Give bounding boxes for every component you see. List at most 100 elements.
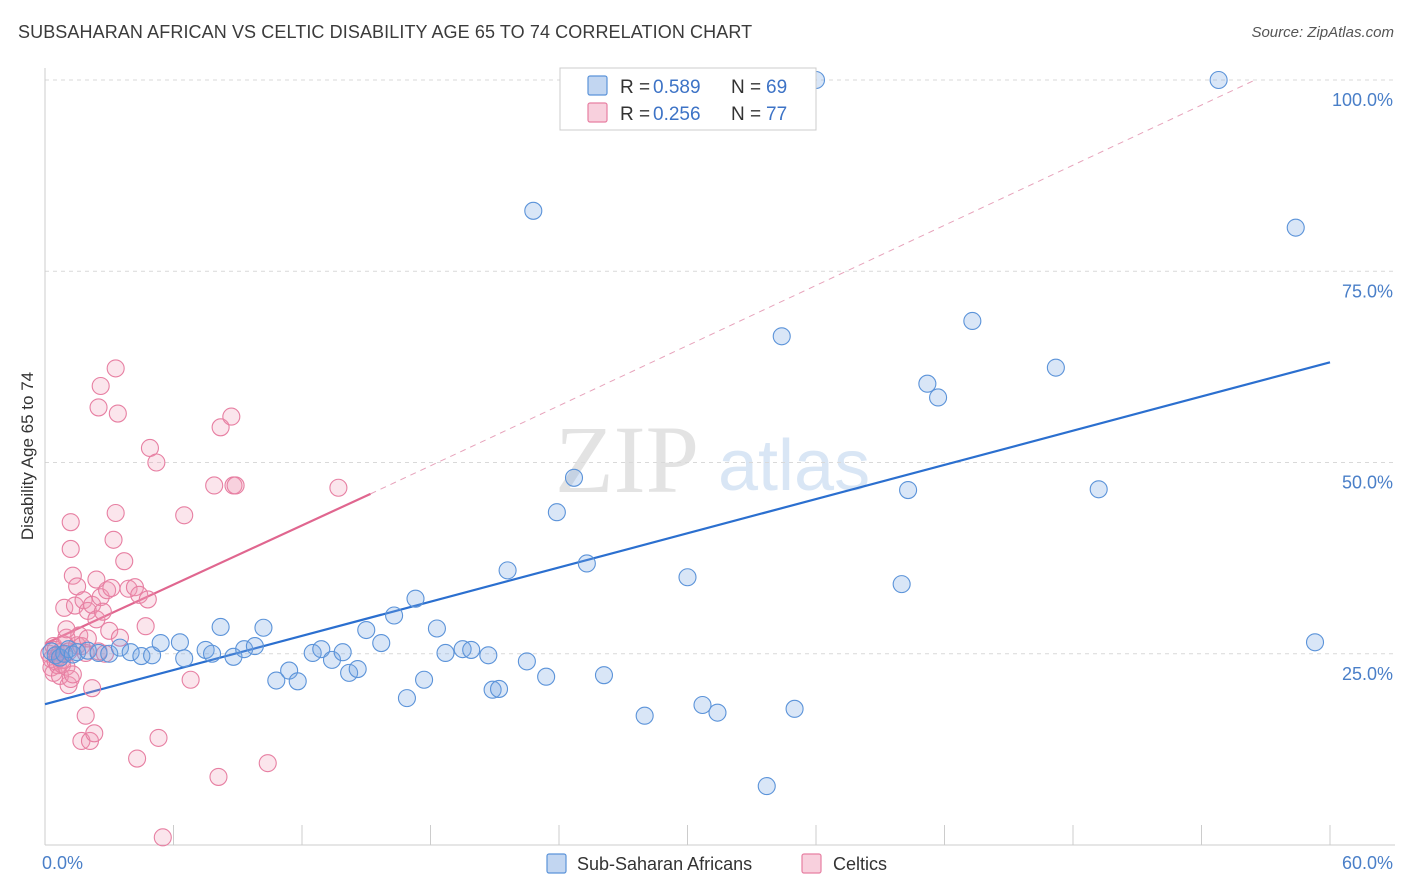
celtics-point	[76, 706, 95, 725]
x-tick-label-max: 60.0%	[1342, 853, 1393, 873]
series-legend-label-blue[interactable]: Sub-Saharan Africans	[577, 854, 752, 874]
stats-legend: R = 0.589 N = 69 R = 0.256 N = 77	[559, 67, 817, 131]
chart-source: Source: ZipAtlas.com	[1251, 24, 1394, 41]
subsaharan-point	[372, 633, 391, 653]
celtics-point	[61, 513, 80, 532]
celtics-point	[93, 602, 112, 621]
subsaharan-point	[785, 699, 804, 718]
celtics-point	[91, 376, 110, 396]
subsaharan-point	[406, 589, 425, 608]
subsaharan-point	[483, 680, 502, 699]
subsaharan-point	[303, 643, 322, 663]
subsaharan-point	[1089, 480, 1108, 499]
celtics-point	[205, 476, 224, 495]
subsaharan-points	[42, 70, 1325, 796]
subsaharan-point	[385, 606, 404, 625]
legend-r-label-blue: R =	[620, 77, 650, 98]
watermark-zip: ZIP	[555, 406, 699, 513]
y-tick-label-75: 75.0%	[1342, 281, 1393, 301]
subsaharan-point	[110, 638, 130, 657]
legend-r-value-blue: 0.589	[653, 77, 701, 98]
legend-swatch-pink	[587, 102, 608, 123]
subsaharan-point	[547, 503, 566, 522]
subsaharan-point	[462, 640, 481, 659]
subsaharan-point	[1305, 633, 1325, 652]
legend-n-value-pink: 77	[766, 104, 787, 125]
subsaharan-point	[357, 620, 376, 640]
subsaharan-point	[100, 644, 119, 663]
subsaharan-point	[757, 777, 776, 796]
y-tick-label-100: 100.0%	[1332, 90, 1393, 110]
subsaharan-point	[772, 327, 791, 346]
celtics-point	[130, 585, 149, 604]
subsaharan-point	[151, 633, 170, 653]
series-legend-label-pink[interactable]: Celtics	[833, 854, 887, 874]
subsaharan-point	[235, 640, 254, 659]
legend-n-label-blue: N =	[731, 77, 761, 98]
subsaharan-point	[415, 670, 434, 689]
celtics-point	[110, 628, 130, 647]
celtics-point	[106, 503, 125, 523]
celtics-point	[209, 767, 228, 786]
y-tick-label-25: 25.0%	[1342, 664, 1393, 684]
subsaharan-point	[479, 646, 498, 665]
subsaharan-point	[963, 311, 982, 331]
trend-lines	[44, 79, 1331, 706]
tick-labels: 25.0% 50.0% 75.0% 100.0% 0.0% 60.0%	[42, 90, 1393, 873]
celtics-point	[83, 679, 102, 698]
subsaharan-trend-line	[44, 361, 1331, 706]
celtics-points	[40, 359, 348, 847]
subsaharan-point	[1209, 70, 1228, 90]
subsaharan-point	[1046, 358, 1065, 377]
celtics-point	[85, 724, 104, 743]
subsaharan-point	[899, 480, 918, 500]
celtics-point	[89, 398, 108, 417]
celtics-point	[147, 453, 166, 472]
chart-title: SUBSAHARAN AFRICAN VS CELTIC DISABILITY …	[18, 22, 753, 42]
celtics-point	[61, 539, 80, 558]
subsaharan-point	[397, 689, 416, 708]
subsaharan-point	[78, 641, 97, 660]
y-axis-label: Disability Age 65 to 74	[18, 372, 37, 540]
subsaharan-point	[267, 671, 286, 690]
subsaharan-point	[348, 659, 367, 679]
stats-legend-box	[559, 67, 817, 131]
subsaharan-point	[918, 374, 937, 393]
series-legend-swatch-pink[interactable]	[801, 853, 822, 874]
subsaharan-point	[564, 468, 584, 487]
celtics-point	[136, 617, 155, 636]
legend-r-value-pink: 0.256	[653, 104, 701, 125]
subsaharan-point	[708, 703, 727, 722]
subsaharan-point	[929, 388, 948, 407]
subsaharan-point	[203, 644, 222, 663]
celtics-point	[226, 476, 245, 495]
series-legend-swatch-blue[interactable]	[546, 853, 567, 874]
watermark: ZIP atlas	[555, 406, 870, 513]
subsaharan-point	[498, 561, 517, 580]
subsaharan-point	[333, 643, 352, 662]
celtics-point	[138, 590, 157, 609]
subsaharan-point	[170, 633, 189, 652]
subsaharan-point	[537, 667, 556, 686]
subsaharan-point	[517, 652, 536, 671]
celtics-point	[63, 566, 82, 585]
subsaharan-point	[594, 666, 614, 685]
celtics-point	[106, 359, 125, 378]
legend-r-label-pink: R =	[620, 104, 650, 125]
legend-swatch-blue	[587, 75, 608, 96]
legend-n-label-pink: N =	[731, 104, 761, 125]
celtics-point	[87, 610, 106, 629]
subsaharan-point	[254, 618, 273, 637]
celtics-point	[119, 579, 138, 598]
watermark-atlas: atlas	[718, 426, 870, 506]
celtics-point	[149, 728, 168, 747]
celtics-point	[175, 506, 194, 525]
celtics-point	[329, 478, 348, 497]
celtics-point	[222, 407, 241, 426]
celtics-point	[258, 754, 277, 773]
y-tick-label-50: 50.0%	[1342, 473, 1393, 493]
subsaharan-point	[693, 695, 712, 715]
celtics-point	[100, 621, 119, 640]
subsaharan-point	[121, 643, 140, 662]
